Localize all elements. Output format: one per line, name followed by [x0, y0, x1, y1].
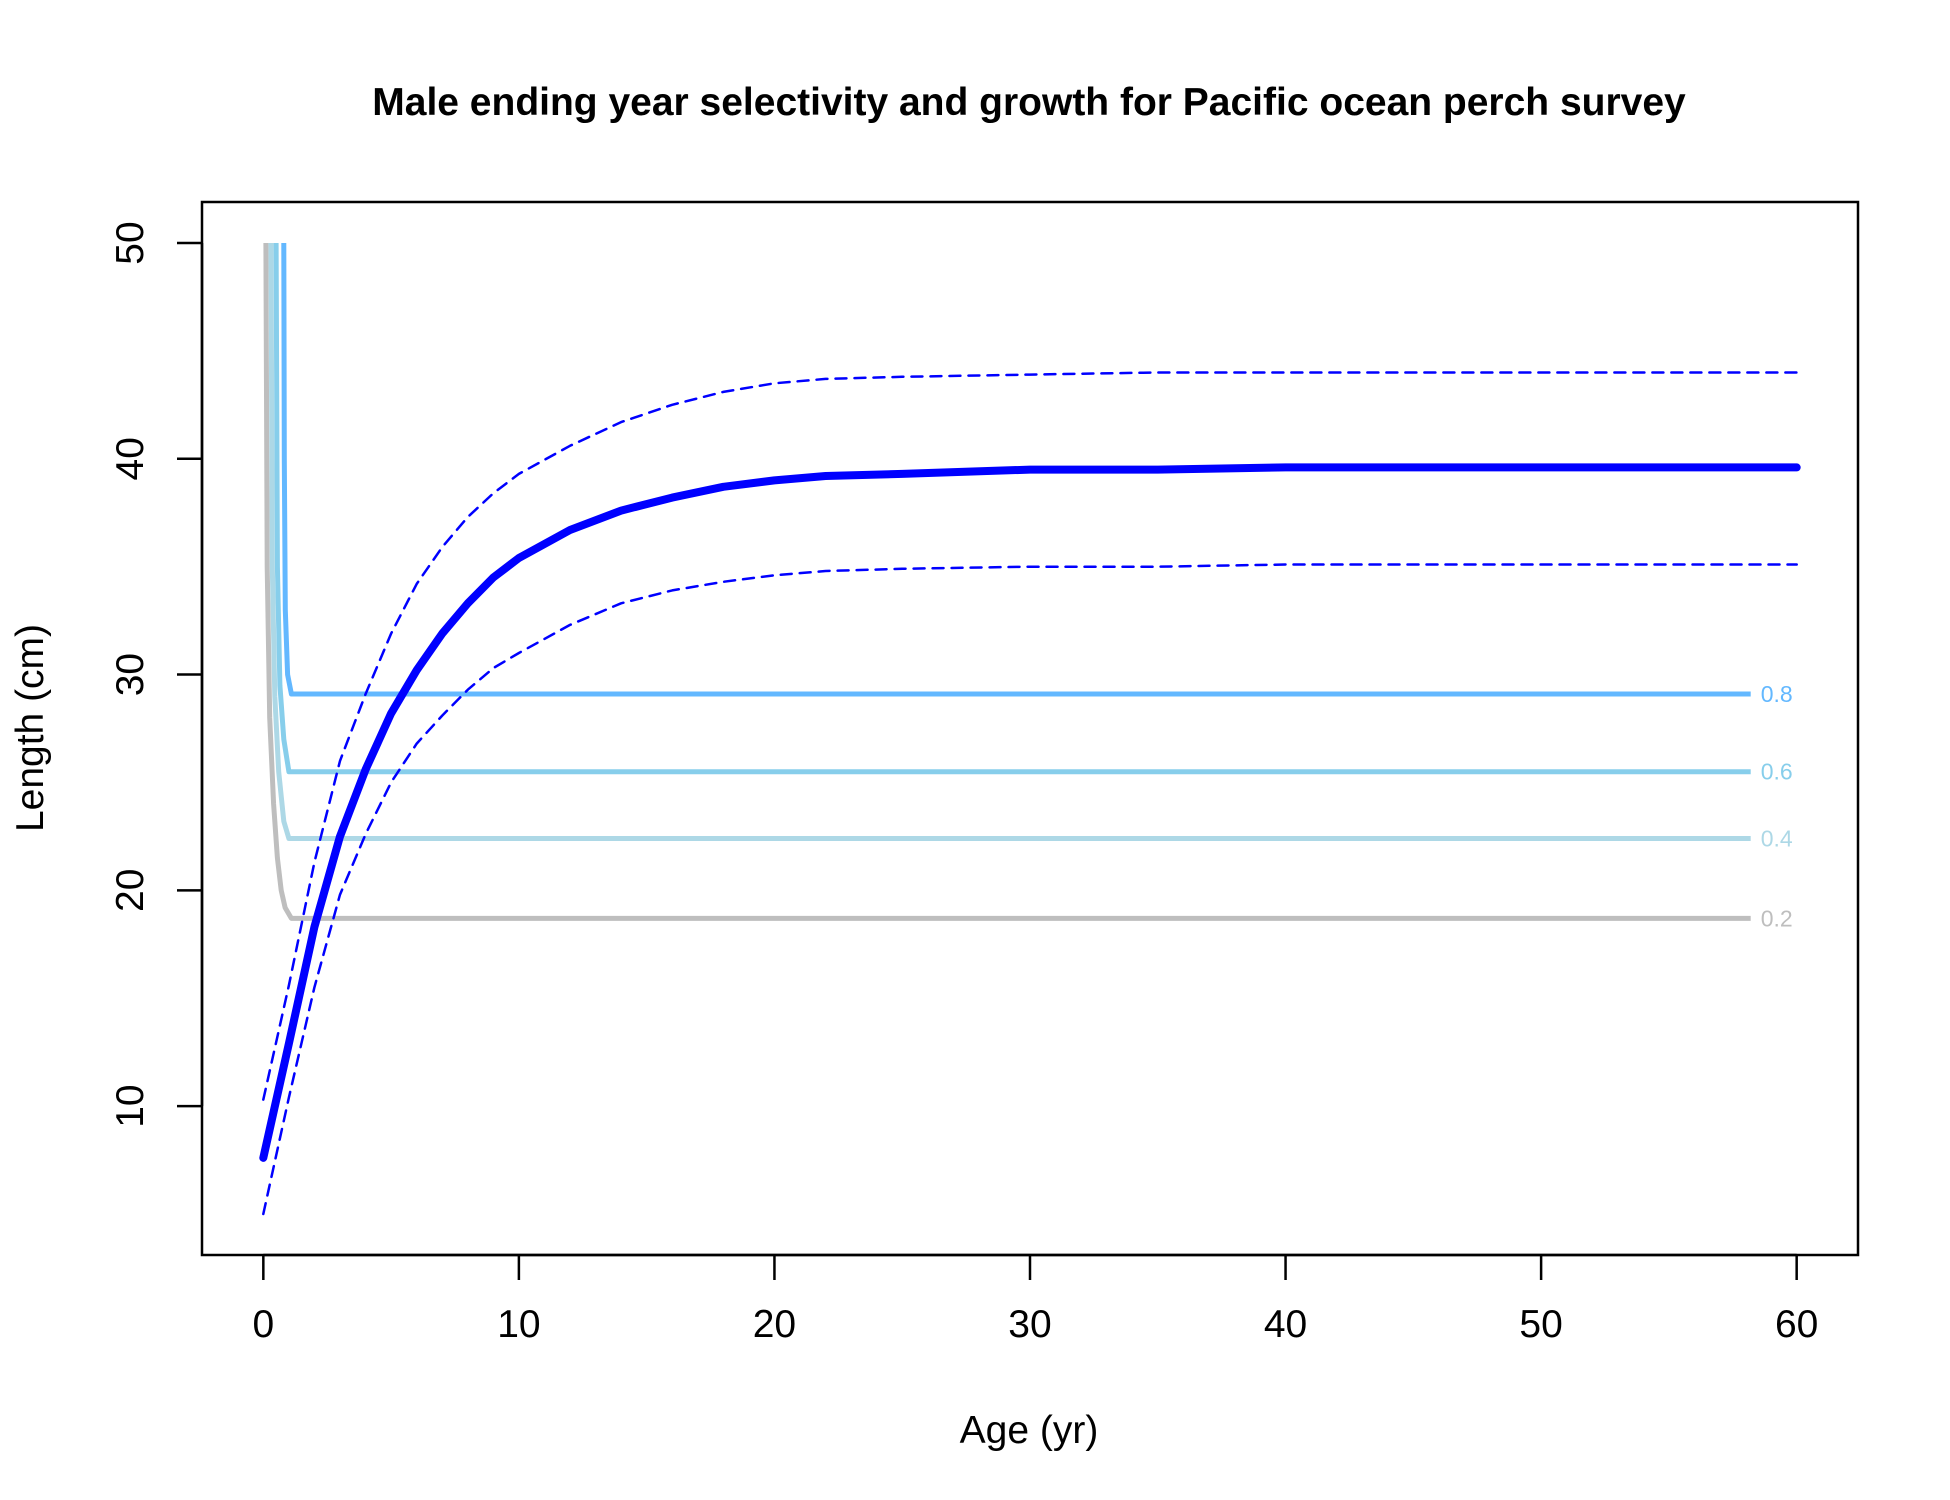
lower-interval-line — [262, 563, 1798, 1216]
y-axis: 10 20 30 40 50 — [109, 221, 204, 1128]
contour-label: 0.2 — [1761, 905, 1793, 931]
x-tick-label: 40 — [1264, 1303, 1307, 1346]
x-tick-label: 50 — [1519, 1303, 1562, 1346]
x-axis: 0 10 20 30 40 50 60 — [252, 1253, 1818, 1346]
x-tick-label: 20 — [753, 1303, 796, 1346]
contour-line-0.6 — [273, 242, 1751, 775]
y-tick-label: 10 — [109, 1084, 152, 1127]
plot-area: 0.2 0.4 0.6 0.8 — [259, 242, 1801, 1216]
x-axis-label: Age (yr) — [960, 1409, 1099, 1452]
contour-label: 0.8 — [1761, 681, 1793, 707]
mean-length-line — [259, 463, 1801, 1162]
contour-line-0.4 — [268, 242, 1751, 841]
contour-label: 0.4 — [1761, 826, 1793, 852]
upper-interval-line — [262, 371, 1798, 1101]
x-tick-label: 60 — [1775, 1303, 1818, 1346]
y-tick-label: 40 — [109, 437, 152, 480]
x-tick-label: 10 — [497, 1303, 540, 1346]
chart-title: Male ending year selectivity and growth … — [372, 81, 1686, 124]
contour-line-0.2 — [263, 242, 1751, 921]
plot-frame — [200, 200, 1860, 1257]
y-tick-label: 20 — [109, 869, 152, 912]
contour-label: 0.6 — [1761, 759, 1793, 785]
y-axis-label: Length (cm) — [9, 624, 52, 832]
contour-line-0.8 — [281, 242, 1751, 697]
y-tick-label: 50 — [109, 221, 152, 264]
y-tick-label: 30 — [109, 653, 152, 696]
x-tick-label: 0 — [252, 1303, 274, 1346]
x-tick-label: 30 — [1008, 1303, 1051, 1346]
